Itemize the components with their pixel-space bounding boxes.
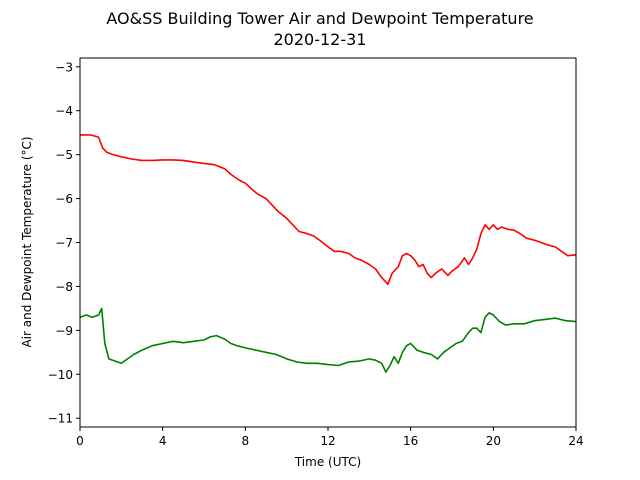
- x-tick-label: 8: [242, 434, 250, 448]
- x-axis-label: Time (UTC): [294, 455, 361, 469]
- x-tick-label: 12: [320, 434, 335, 448]
- x-tick-label: 20: [486, 434, 501, 448]
- y-axis-ticks: −11 −10 −9 −8 −7 −6 −5 −4 −3: [48, 60, 80, 426]
- chart-title: AO&SS Building Tower Air and Dewpoint Te…: [106, 9, 533, 28]
- y-tick-label: −4: [55, 104, 73, 118]
- y-tick-label: −6: [55, 192, 73, 206]
- chart-subtitle: 2020-12-31: [274, 30, 367, 49]
- x-tick-label: 0: [76, 434, 84, 448]
- series-line-1: [79, 307, 577, 373]
- x-tick-label: 24: [568, 434, 583, 448]
- y-tick-label: −9: [55, 324, 73, 338]
- series-lines: [79, 134, 577, 373]
- y-axis-label: Air and Dewpoint Temperature (°C): [20, 136, 34, 347]
- y-tick-label: −8: [55, 280, 73, 294]
- series-line-0: [80, 134, 577, 286]
- y-tick-label: −11: [48, 412, 73, 426]
- x-axis-ticks: 0 4 8 12 16 20 24: [76, 427, 584, 448]
- y-tick-label: −5: [55, 148, 73, 162]
- y-tick-label: −7: [55, 236, 73, 250]
- y-tick-label: −3: [55, 60, 73, 74]
- plot-frame: [79, 57, 577, 428]
- x-tick-label: 16: [403, 434, 418, 448]
- x-tick-label: 4: [159, 434, 167, 448]
- y-tick-label: −10: [48, 368, 73, 382]
